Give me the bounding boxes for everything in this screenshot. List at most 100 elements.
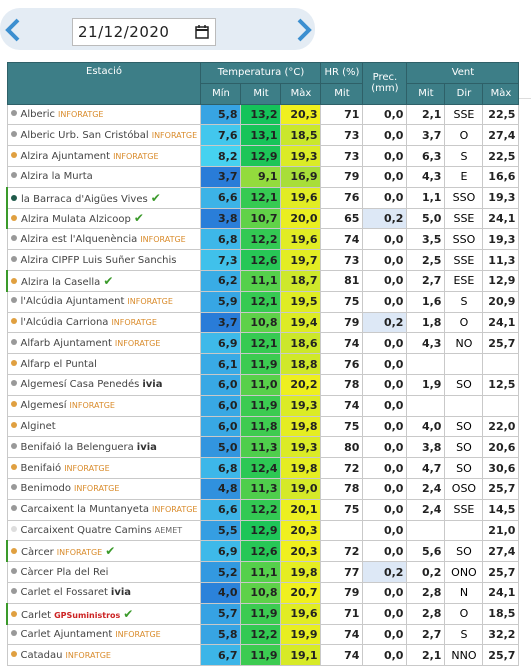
value-cell: 9,1 <box>240 165 282 188</box>
subheader: Mit <box>320 82 364 105</box>
value-cell: 5,8 <box>200 103 242 126</box>
value-cell: 19,6 <box>280 228 322 251</box>
table-row: Càrcer INFORATGE ✔ 6,9 12,6 20,3 72 0,0 5,6 SO 27,… <box>6 540 520 563</box>
subheader: Dir <box>444 82 484 105</box>
value-cell: 19,4 <box>280 311 322 334</box>
value-cell: 78 <box>320 373 364 396</box>
value-cell: 12,9 <box>482 269 520 292</box>
value-cell: 4,3 <box>406 165 446 188</box>
value-cell: 0,0 <box>362 436 408 459</box>
value-cell <box>444 394 484 417</box>
value-cell: 2,4 <box>406 477 446 500</box>
table-row: Càrcer Pla del Rei 5,2 11,1 19,8 77 0,2 0,2 ONO… <box>6 561 520 583</box>
value-cell: 0,0 <box>362 540 408 563</box>
value-cell: 30,6 <box>482 457 520 479</box>
station-name: Alberic Urb. San Cristóbal <box>20 129 149 141</box>
value-cell: SSO <box>444 186 484 209</box>
station-source: AEMET <box>154 525 183 535</box>
check-icon: ✔ <box>133 211 144 226</box>
station-cell: Carcaixent la Muntanyeta INFORATGE <box>6 498 202 521</box>
status-dot <box>10 234 17 241</box>
value-cell: 24,1 <box>482 207 520 230</box>
value-cell: 75 <box>320 498 364 521</box>
value-cell: 4,0 <box>406 415 446 438</box>
value-cell: 11,9 <box>240 602 282 625</box>
value-cell: 0,0 <box>362 353 408 375</box>
value-cell: 74 <box>320 623 364 646</box>
table-row: Alzira CIPFP Luis Suñer Sanchis 7,3 12,6 19… <box>6 249 520 271</box>
value-cell: 19,3 <box>280 436 322 459</box>
value-cell <box>406 394 446 417</box>
value-cell: 1,9 <box>406 373 446 396</box>
table-row: Benifaió INFORATGE 6,8 12,4 19,8 72 0,0 4,7 SO 30… <box>6 457 520 479</box>
value-cell: 2,8 <box>406 581 446 604</box>
value-cell: 7,3 <box>200 249 242 271</box>
value-cell: 12,2 <box>240 228 282 251</box>
value-cell: 19,0 <box>280 477 322 500</box>
value-cell: 13,1 <box>240 124 282 147</box>
value-cell: 19,5 <box>280 290 322 313</box>
status-dot <box>10 525 17 532</box>
value-cell: 19,6 <box>280 602 322 625</box>
station-name: Alzira la Casella <box>21 276 101 288</box>
value-cell: 2,1 <box>406 644 446 666</box>
next-day[interactable] <box>295 18 313 42</box>
value-cell: 11,3 <box>240 477 282 500</box>
value-cell: 11,1 <box>240 561 282 583</box>
header: Vent <box>406 62 520 84</box>
station-source: INFORATGE <box>58 109 104 119</box>
status-dot <box>10 380 17 387</box>
value-cell: 0,2 <box>362 311 408 334</box>
value-cell: 79 <box>320 581 364 604</box>
status-dot <box>10 650 17 657</box>
value-cell: 5,5 <box>200 519 242 542</box>
station-cell: Benimodo INFORATGE <box>6 477 202 500</box>
value-cell: 25,7 <box>482 644 520 666</box>
value-cell: 0,2 <box>406 561 446 583</box>
station-cell: Benifaió INFORATGE <box>6 457 202 479</box>
value-cell: 0,0 <box>362 519 408 542</box>
station-source: INFORATGE <box>140 234 186 244</box>
value-cell: 4,0 <box>200 581 242 604</box>
station-cell: Alzira CIPFP Luis Suñer Sanchis <box>6 249 202 271</box>
value-cell: 0,0 <box>362 228 408 251</box>
status-dot <box>10 567 17 574</box>
value-cell: 27,4 <box>482 124 520 147</box>
calendar-icon[interactable] <box>195 24 209 39</box>
header: Prec. (mm) <box>362 62 408 105</box>
header: Temperatura (°C) <box>200 62 322 84</box>
table-row: Alberic Urb. San Cristóbal INFORATGE 7,6 13… <box>6 124 520 147</box>
status-dot <box>10 109 17 116</box>
value-cell: 2,5 <box>406 249 446 271</box>
value-cell: 24,1 <box>482 311 520 334</box>
station-name: Benifaió <box>20 462 62 474</box>
value-cell: 19,7 <box>280 249 322 271</box>
status-dot <box>10 463 17 470</box>
value-cell: 0,0 <box>362 332 408 355</box>
value-cell: 11,0 <box>240 373 282 396</box>
station-cell: Alberic Urb. San Cristóbal INFORATGE <box>6 124 202 147</box>
value-cell: 77 <box>320 561 364 583</box>
value-cell: 19,1 <box>280 644 322 666</box>
value-cell: 4,3 <box>406 332 446 355</box>
station-cell: Carlet GPSuministros ✔ <box>6 602 202 625</box>
status-dot <box>10 297 17 304</box>
value-cell: 24,1 <box>482 581 520 604</box>
value-cell: 3,5 <box>406 228 446 251</box>
value-cell: 18,5 <box>280 124 322 147</box>
station-source: INFORATGE <box>115 629 161 639</box>
subheader: Mín <box>200 82 242 105</box>
prev-day[interactable] <box>4 18 22 42</box>
station-cell: Carlet Ajuntament INFORATGE <box>6 623 202 646</box>
value-cell: 5,0 <box>406 207 446 230</box>
value-cell <box>406 353 446 375</box>
station-source: GPSuministros <box>54 610 121 620</box>
table-row: l'Alcúdia Carriona INFORATGE 3,7 10,8 19,4 79… <box>6 311 520 334</box>
value-cell: 3,8 <box>200 207 242 230</box>
date-input[interactable]: 21/12/2020 <box>72 18 216 46</box>
station-source: INFORATGE <box>65 650 111 660</box>
table-row: Carlet GPSuministros ✔ 5,7 11,9 19,6 71 0,0 2,8 O… <box>6 602 520 625</box>
value-cell: 0,0 <box>362 145 408 167</box>
station-source: INFORATGE <box>69 401 115 411</box>
station-name: Alzira est l'Alquenència <box>20 233 138 245</box>
